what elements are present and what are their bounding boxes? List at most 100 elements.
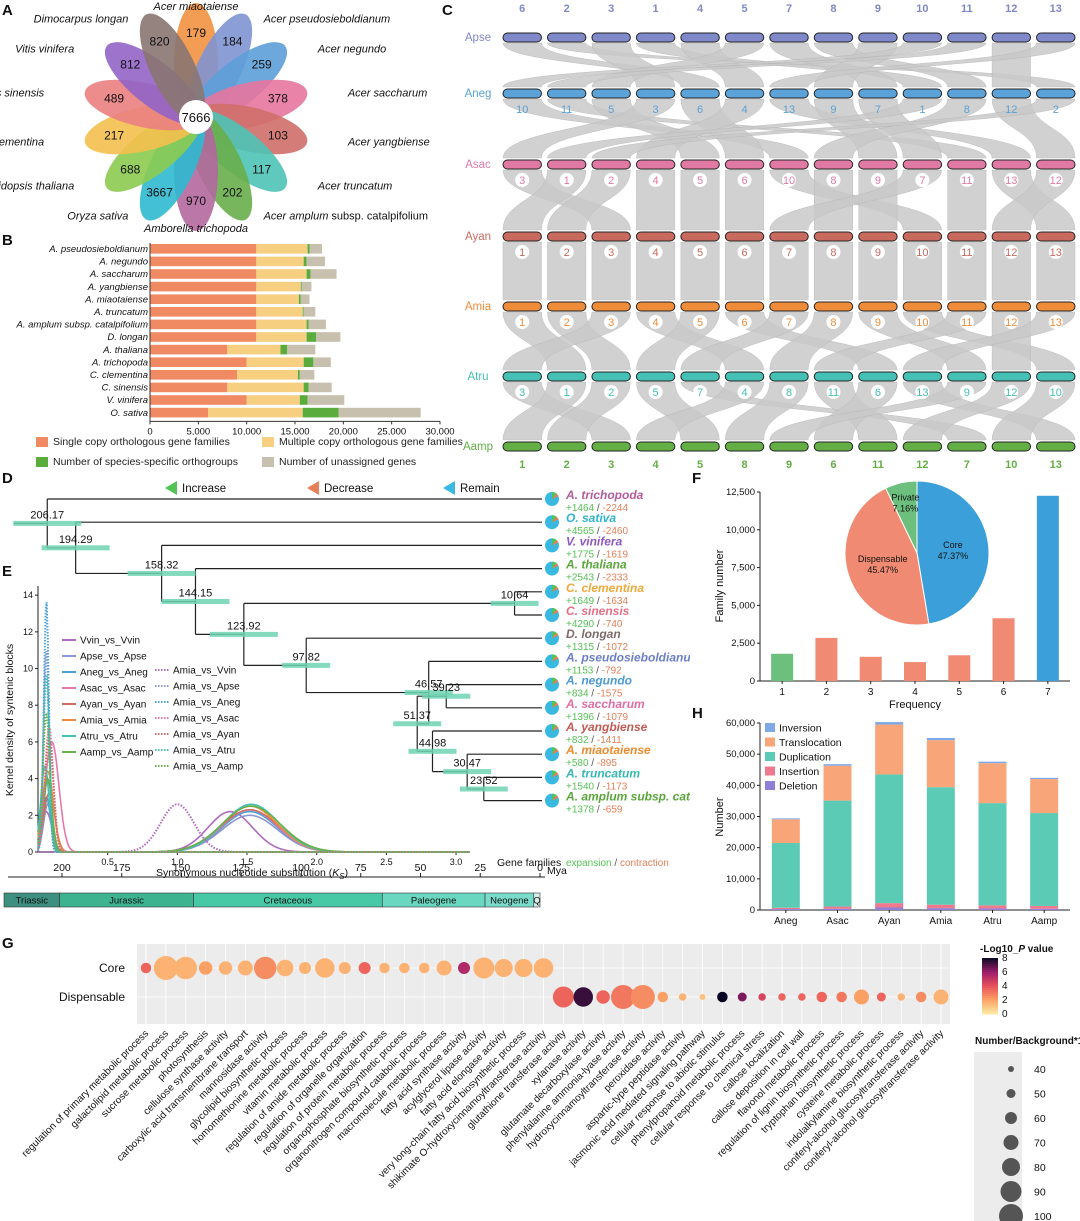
chromosome-label-bg — [915, 173, 930, 187]
venn-center — [179, 100, 213, 134]
node-age-bar — [459, 786, 508, 792]
petal-value: 217 — [104, 129, 124, 143]
taxon-gene-change: +1153 / -792 — [566, 665, 622, 676]
chromosome-label: 3 — [519, 387, 525, 399]
bar-category-label: A. negundo — [98, 257, 148, 268]
taxon-name: A. truncatum — [565, 766, 640, 780]
ks-legend-label: Amia_vs_Aamp — [173, 762, 243, 773]
chromosome-label: 10 — [783, 175, 795, 187]
h-bar-segment — [875, 907, 904, 910]
g-bubble — [717, 991, 728, 1003]
petal-value: 378 — [268, 91, 288, 105]
expansion-count: +4290 — [566, 619, 595, 630]
panel-label-h: H — [692, 705, 703, 722]
time-tick-label: 0 — [537, 862, 543, 874]
ks-y-tick-label: 8 — [28, 700, 33, 710]
bar-segment — [150, 307, 257, 317]
g-size-legend-bubble — [1000, 1181, 1022, 1202]
chromosome-bar — [858, 32, 898, 43]
contraction-count: -792 — [602, 665, 622, 676]
chromosome-label: 8 — [830, 175, 836, 187]
petal-species-label: Acer miaotaiense — [153, 1, 239, 13]
g-bubble — [778, 993, 786, 1001]
chromosome-bar — [813, 301, 854, 312]
bar-segment — [310, 269, 337, 279]
phylogeny-chart: Increase Decrease Remain 206.17 194.29 158.32… — [3, 481, 690, 908]
genome-label: Aneg — [465, 88, 492, 100]
chromosome-bar — [769, 88, 809, 99]
node-age-label: 39.23 — [432, 682, 460, 694]
ks-series-line — [37, 792, 470, 853]
g-bubble — [933, 989, 949, 1005]
venn-petal — [139, 13, 206, 124]
synteny-ribbon — [591, 98, 1076, 159]
label-part: expansion — [566, 858, 612, 869]
bar-segment — [227, 344, 281, 355]
bar-category-label: C. clementina — [90, 370, 148, 381]
chromosome-label-bg — [1004, 245, 1019, 259]
bar-category-label: A. miaotaiense — [84, 294, 148, 305]
taxon-gene-change: +2543 / -2333 — [566, 573, 628, 584]
chromosome-label-bg — [693, 385, 708, 399]
synteny-ribbon — [547, 42, 987, 88]
chromosome-bar — [991, 301, 1032, 312]
legend-unassigned: Number of unassigned genes — [262, 456, 416, 468]
era-label: Cretaceous — [264, 896, 313, 907]
h-bar-segment — [978, 763, 1007, 804]
synteny-ribbon — [502, 42, 942, 88]
chromosome-bar — [635, 88, 676, 99]
node-age-bar — [209, 631, 278, 637]
bar-category-label: V. vinifera — [106, 395, 148, 406]
h-x-tick-label: Asac — [826, 916, 848, 927]
chromosome-label: 13 — [1050, 247, 1062, 259]
chromosome-label: 11 — [828, 387, 839, 399]
contraction-count: -895 — [597, 758, 617, 769]
legend-title-part: P — [1018, 944, 1025, 955]
h-y-tick-label: 50,000 — [726, 749, 755, 760]
chromosome-label: 13 — [1050, 459, 1062, 471]
g-color-legend-band — [982, 976, 998, 979]
synteny-ribbon — [769, 381, 987, 441]
chromosome-bar — [635, 371, 676, 382]
synteny-ribbon — [947, 241, 987, 301]
chromosome-label-bg — [870, 245, 885, 259]
taxon-gene-change: +580 / -895 — [566, 758, 617, 769]
chromosome-label-bg — [782, 385, 796, 399]
g-color-legend-band — [982, 1008, 998, 1011]
genome-label: Apse — [465, 32, 491, 44]
g-color-legend-band — [982, 974, 998, 977]
g-size-legend-title: Number/Background*100 — [975, 1036, 1080, 1047]
panel-label-c: C — [442, 2, 453, 19]
chromosome-label-bg — [1048, 245, 1063, 259]
f-x-tick-label: 1 — [779, 687, 785, 698]
g-color-legend-tick: 2 — [1002, 995, 1008, 1006]
chromosome-label: 11 — [872, 459, 884, 471]
label-part: contraction — [620, 858, 669, 869]
petal-value: 202 — [222, 186, 242, 200]
tip-pie-increase — [552, 631, 557, 639]
era-label: Neogene — [490, 896, 529, 907]
f-x-tick-label: 2 — [824, 687, 830, 698]
tip-pie-increase — [552, 747, 557, 755]
tip-pie-increase — [552, 700, 557, 708]
g-color-legend-title: -Log10_P value — [980, 944, 1054, 955]
expansion-count: +1378 — [566, 805, 595, 816]
chromosome-label: 9 — [830, 104, 836, 116]
ks-x-tick-label: 1.5 — [241, 857, 254, 867]
bar-segment — [227, 382, 304, 393]
chromosome-bar — [680, 32, 720, 43]
synteny-ribbon — [591, 42, 676, 88]
chromosome-label-bg — [915, 315, 930, 329]
chromosome-bar — [1036, 301, 1076, 312]
h-bar-segment — [1030, 779, 1059, 814]
g-color-legend-tick: 4 — [1002, 981, 1008, 992]
x-tick-label: 15,000 — [280, 426, 309, 435]
synteny-ribbon — [991, 241, 1031, 301]
node-age-label: 144.15 — [179, 587, 213, 599]
separator: / — [594, 596, 602, 607]
x-tick-label: 25,000 — [377, 426, 406, 435]
petal-value: 812 — [120, 58, 140, 72]
g-size-legend-tick: 70 — [1034, 1138, 1046, 1150]
chromosome-label: 1 — [564, 175, 570, 187]
f-y-tick-label: 10,000 — [726, 525, 755, 536]
